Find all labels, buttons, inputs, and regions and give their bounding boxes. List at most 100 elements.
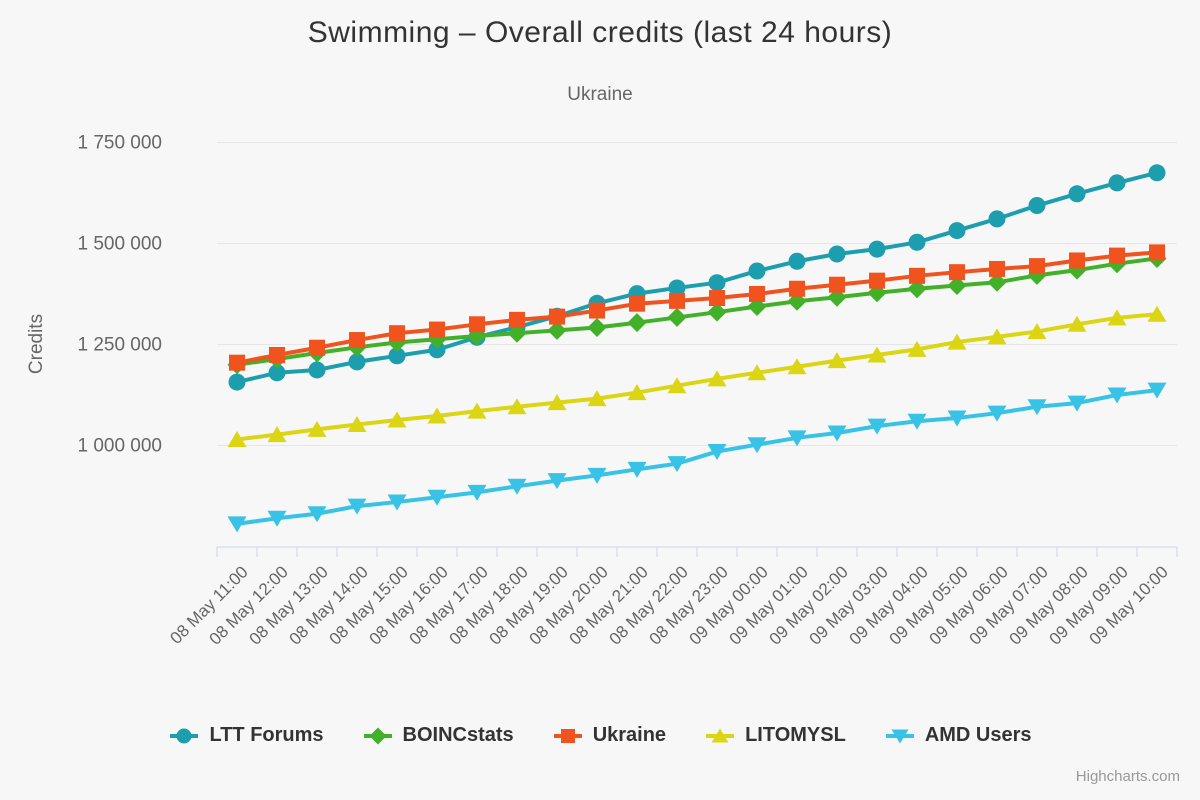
data-point-marker[interactable] [307,506,327,523]
data-point-marker[interactable] [1069,252,1085,269]
data-point-marker[interactable] [987,405,1007,422]
data-point-marker[interactable] [867,418,887,435]
data-point-marker[interactable] [627,461,647,478]
data-point-marker[interactable] [507,478,527,495]
data-point-marker[interactable] [908,233,926,251]
data-point-marker[interactable] [347,498,367,515]
data-point-marker[interactable] [707,370,727,387]
data-point-marker[interactable] [667,456,687,473]
data-point-marker[interactable] [629,295,645,312]
data-point-marker[interactable] [1147,382,1167,399]
data-point-marker[interactable] [947,410,967,427]
data-point-marker[interactable] [828,245,846,263]
data-point-marker[interactable] [589,302,605,319]
legend-item-boincstats[interactable]: BOINCstats [362,724,514,747]
data-point-marker[interactable] [788,252,806,270]
data-point-marker[interactable] [829,276,845,293]
data-point-marker[interactable] [988,210,1006,228]
data-point-marker[interactable] [707,444,727,461]
data-point-marker[interactable] [427,407,447,424]
series-line[interactable] [236,388,1158,526]
data-point-marker[interactable] [507,398,527,415]
data-point-marker[interactable] [1149,244,1165,261]
series-line[interactable] [236,312,1158,442]
data-point-marker[interactable] [947,333,967,350]
data-point-marker[interactable] [907,279,927,299]
data-point-marker[interactable] [1027,323,1047,340]
data-point-marker[interactable] [269,347,285,364]
data-point-marker[interactable] [1067,395,1087,412]
data-point-marker[interactable] [667,377,687,394]
data-point-marker[interactable] [268,364,286,382]
data-point-marker[interactable] [387,494,407,511]
data-point-marker[interactable] [348,353,366,371]
data-point-marker[interactable] [229,354,245,371]
data-point-marker[interactable] [1147,305,1167,322]
data-point-marker[interactable] [789,280,805,297]
data-point-marker[interactable] [587,467,607,484]
data-point-marker[interactable] [227,430,247,447]
data-point-marker[interactable] [668,279,686,297]
data-point-marker[interactable] [347,415,367,432]
data-point-marker[interactable] [1107,309,1127,326]
data-point-marker[interactable] [1107,387,1127,404]
data-point-marker[interactable] [907,340,927,357]
data-point-marker[interactable] [1108,174,1126,192]
data-point-marker[interactable] [469,316,485,333]
data-point-marker[interactable] [387,411,407,428]
data-point-marker[interactable] [1067,315,1087,332]
data-point-marker[interactable] [709,290,725,307]
data-point-marker[interactable] [307,420,327,437]
data-point-marker[interactable] [749,286,765,302]
data-point-marker[interactable] [827,425,847,442]
data-point-marker[interactable] [349,332,365,349]
data-point-marker[interactable] [868,240,886,258]
legend-item-ukraine[interactable]: Ukraine [552,724,666,747]
data-point-marker[interactable] [547,394,567,411]
data-point-marker[interactable] [748,262,766,280]
data-point-marker[interactable] [467,402,487,419]
data-point-marker[interactable] [747,364,767,381]
data-point-marker[interactable] [949,264,965,281]
data-point-marker[interactable] [869,272,885,289]
data-point-marker[interactable] [1028,197,1046,215]
data-point-marker[interactable] [267,510,287,527]
data-point-marker[interactable] [429,321,445,338]
data-point-marker[interactable] [987,272,1007,292]
data-point-marker[interactable] [227,516,247,533]
data-point-marker[interactable] [1068,185,1086,203]
data-point-marker[interactable] [308,361,326,379]
data-point-marker[interactable] [428,341,446,359]
data-point-marker[interactable] [989,260,1005,277]
data-point-marker[interactable] [708,274,726,292]
data-point-marker[interactable] [547,473,567,490]
data-point-marker[interactable] [909,267,925,284]
legend-item-ltt-forums[interactable]: LTT Forums [168,724,324,747]
data-point-marker[interactable] [747,437,767,454]
data-point-marker[interactable] [1027,399,1047,416]
data-point-marker[interactable] [388,347,406,365]
data-point-marker[interactable] [948,222,966,240]
data-point-marker[interactable] [267,426,287,443]
data-point-marker[interactable] [669,292,685,309]
data-point-marker[interactable] [228,373,246,391]
data-point-marker[interactable] [587,318,607,338]
data-point-marker[interactable] [787,358,807,375]
data-point-marker[interactable] [627,384,647,401]
data-point-marker[interactable] [587,390,607,407]
data-point-marker[interactable] [627,313,647,333]
data-point-marker[interactable] [707,302,727,322]
data-point-marker[interactable] [1148,164,1166,182]
legend-item-amd-users[interactable]: AMD Users [884,724,1032,747]
data-point-marker[interactable] [467,484,487,501]
data-point-marker[interactable] [509,311,525,328]
data-point-marker[interactable] [827,352,847,369]
data-point-marker[interactable] [787,430,807,447]
data-point-marker[interactable] [907,413,927,430]
data-point-marker[interactable] [389,325,405,342]
legend-item-litomysl[interactable]: LITOMYSL [704,724,846,747]
data-point-marker[interactable] [547,320,567,340]
highcharts-credit-link[interactable]: Highcharts.com [1075,768,1180,785]
data-point-marker[interactable] [947,276,967,296]
data-point-marker[interactable] [507,323,527,343]
